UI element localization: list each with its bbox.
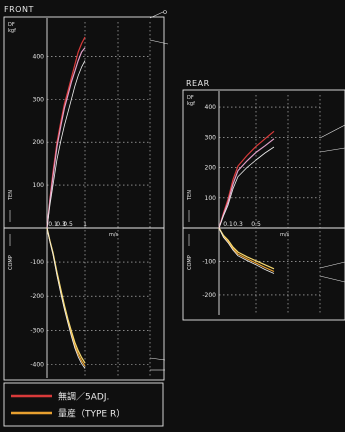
front-label-ten: TEN: [8, 190, 14, 201]
front-leader-low: [149, 357, 166, 361]
front-y-tick-label: -200: [30, 293, 44, 300]
front-series-line: [46, 227, 86, 369]
front-series-line: [46, 227, 86, 367]
front-y-tick-label: 100: [33, 182, 45, 189]
rear-unit-kgf: kgf: [187, 101, 195, 107]
front-y-tick-label: 200: [33, 139, 45, 146]
rear-label-ten: TEN: [187, 190, 193, 201]
front-x-tick-label: 0.5: [63, 221, 73, 228]
front-y-tick-label: -400: [30, 361, 44, 368]
rear-leader-mid: [319, 147, 345, 153]
rear-x-unit: m/s: [280, 232, 290, 238]
rear-series-line: [218, 227, 275, 273]
front-series-line: [46, 36, 86, 229]
rear-y-tick-label: 100: [205, 195, 217, 202]
front-leader-mid: [149, 39, 169, 45]
rear-unit-df: DF: [187, 95, 194, 101]
rear-frame: [182, 89, 345, 321]
front-unit-kgf: kgf: [8, 28, 16, 34]
rear-leader-low: [319, 261, 345, 269]
rear-series-line: [218, 227, 275, 274]
front-unit-df: DF: [8, 22, 15, 28]
legend-label: 無調／5ADJ.: [58, 391, 109, 403]
front-x-tick-label: 0.3: [56, 221, 66, 228]
front-y-tick-label: 300: [33, 96, 45, 103]
rear-title: REAR: [186, 79, 210, 88]
legend-frame: [3, 382, 164, 427]
front-y-tick-label: 400: [33, 53, 45, 60]
rear-x-tick-label: 0.3: [233, 221, 243, 228]
rear-y-tick-label: 200: [205, 165, 217, 172]
front-frame: [3, 16, 165, 381]
rear-x-tick-label: 0.5: [251, 221, 261, 228]
rear-y-tick-label: 300: [205, 134, 217, 141]
front-series-line: [46, 47, 86, 229]
rear-series-line: [218, 130, 275, 229]
legend-label: 量産（TYPE R）: [58, 408, 125, 420]
front-label-comp: COMP: [8, 255, 14, 270]
rear-series-line: [218, 138, 275, 229]
rear-series-line: [218, 227, 275, 270]
front-series-line: [46, 60, 86, 229]
rear-leader-bottom: [319, 275, 345, 283]
front-title: FRONT: [4, 5, 34, 14]
front-y-tick-label: -300: [30, 327, 44, 334]
front-x-unit: m/s: [109, 232, 119, 238]
rear-y-tick-label: -200: [202, 292, 216, 299]
front-leader-top: [149, 11, 164, 19]
rear-label-comp: COMP: [187, 255, 193, 270]
legend: 無調／5ADJ. 量産（TYPE R）: [3, 382, 164, 427]
front-leader-dot: [163, 10, 167, 14]
front-x-tick-label: 0.1: [48, 221, 58, 228]
front-x-tick-label: 1: [83, 221, 87, 228]
rear-y-tick-label: -100: [202, 258, 216, 265]
rear-y-tick-label: 400: [205, 104, 217, 111]
rear-leader-top: [319, 124, 345, 139]
rear-series-line: [218, 146, 275, 229]
rear-x-tick-label: 0.1: [223, 221, 233, 228]
front-series-line: [46, 227, 86, 364]
front-y-tick-label: -100: [30, 259, 44, 266]
